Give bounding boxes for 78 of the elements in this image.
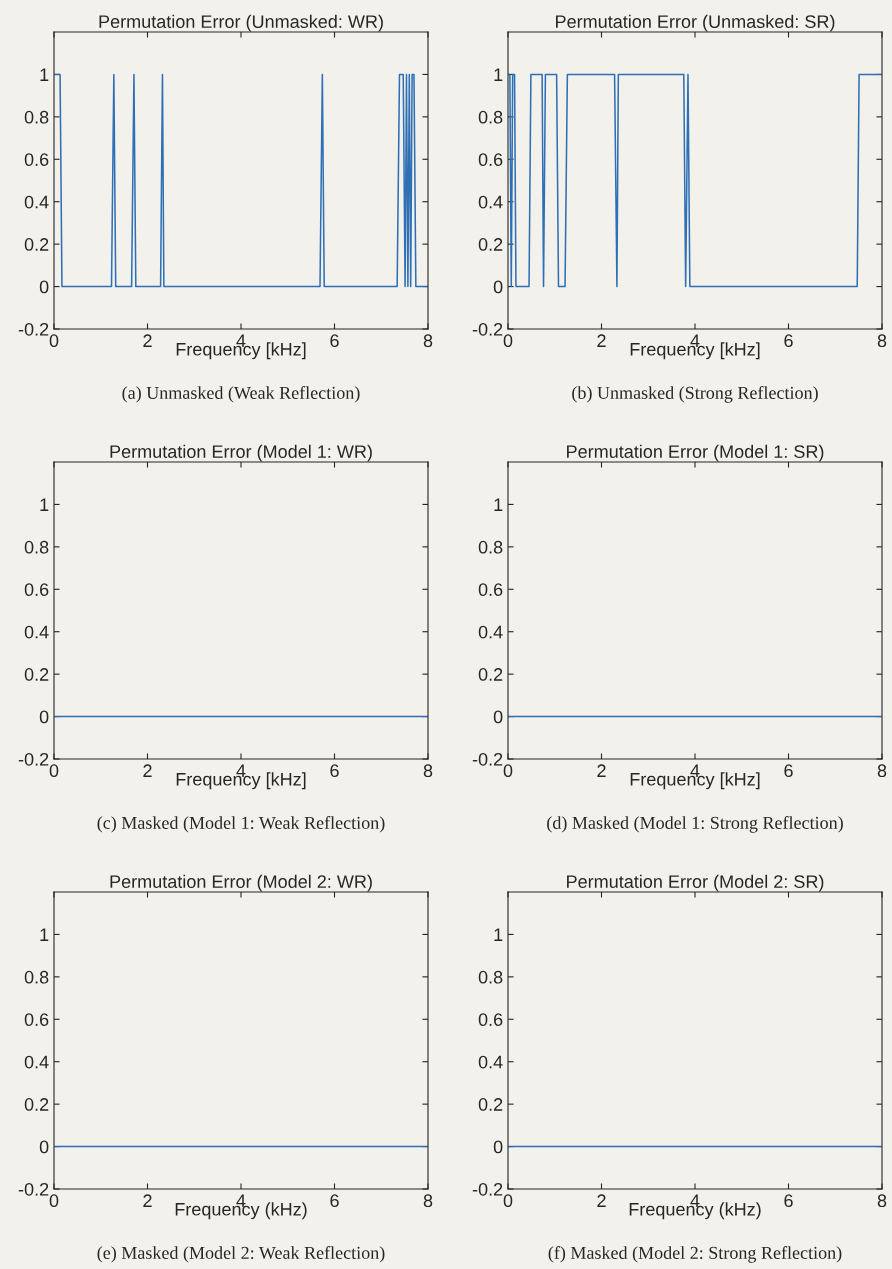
y-tick-label: 1 bbox=[494, 498, 503, 511]
y-tick-label: 0.2 bbox=[24, 238, 49, 251]
y-tick-label: -0.2 bbox=[18, 1182, 49, 1196]
y-tick-label: 0.2 bbox=[24, 1098, 49, 1111]
chart-title: Permutation Error (Unmasked: WR) bbox=[99, 14, 383, 32]
y-tick-label: 0 bbox=[39, 710, 49, 724]
y-tick-label: 0 bbox=[493, 710, 503, 724]
x-tick-label: 2 bbox=[597, 764, 606, 777]
y-tick-label: 0.2 bbox=[478, 1098, 503, 1111]
y-tick-label: -0.2 bbox=[472, 752, 503, 766]
x-tick-label: 2 bbox=[597, 1194, 606, 1207]
x-tick-label: 0 bbox=[49, 1194, 59, 1208]
y-tick-label: -0.2 bbox=[472, 322, 503, 336]
y-tick-label: 0.2 bbox=[478, 668, 503, 681]
x-tick-label: 6 bbox=[784, 764, 793, 778]
y-tick-label: 1 bbox=[40, 68, 49, 81]
y-tick-label: 0.8 bbox=[478, 970, 503, 984]
x-tick-label: 0 bbox=[503, 334, 513, 348]
y-tick-label: 0.6 bbox=[478, 153, 503, 167]
y-tick-label: 0.4 bbox=[24, 625, 49, 639]
y-tick-label: 0.4 bbox=[478, 1055, 503, 1069]
y-tick-label: 1 bbox=[40, 498, 49, 511]
x-tick-label: 8 bbox=[877, 764, 887, 778]
x-tick-label: 0 bbox=[503, 1194, 513, 1208]
x-tick-label: 8 bbox=[423, 334, 433, 348]
text: (d) Masked (Model 1: Strong Reflection) bbox=[547, 816, 843, 833]
y-tick-label: 0.2 bbox=[478, 238, 503, 251]
x-tick-label: 0 bbox=[49, 764, 59, 778]
x-tick-label: 8 bbox=[423, 764, 433, 778]
y-tick-label: 0.8 bbox=[24, 540, 49, 554]
y-tick-label: -0.2 bbox=[472, 1182, 503, 1196]
x-tick-label: 2 bbox=[143, 334, 152, 347]
y-tick-label: 0.8 bbox=[478, 540, 503, 554]
x-tick-label: 0 bbox=[49, 334, 59, 348]
x-tick-label: 6 bbox=[330, 764, 339, 778]
y-tick-label: 0.6 bbox=[24, 583, 49, 597]
y-tick-label: 0.6 bbox=[478, 583, 503, 597]
x-tick-label: 2 bbox=[143, 1194, 152, 1207]
y-tick-label: 1 bbox=[494, 68, 503, 81]
text: (a) Unmasked (Weak Reflection) bbox=[122, 386, 360, 403]
y-tick-label: 0.6 bbox=[478, 1013, 503, 1027]
chart-title: Permutation Error (Model 1: WR) bbox=[110, 444, 372, 462]
y-tick-label: 0.8 bbox=[24, 110, 49, 124]
x-tick-label: 6 bbox=[330, 1194, 339, 1208]
y-tick-label: 1 bbox=[494, 928, 503, 941]
x-tick-label: 0 bbox=[503, 764, 513, 778]
chart-title: Permutation Error (Model 2: WR) bbox=[110, 874, 372, 892]
text: (e) Masked (Model 2: Weak Reflection) bbox=[97, 1246, 385, 1263]
y-tick-label: 0.4 bbox=[478, 195, 503, 209]
text: (c) Masked (Model 1: Weak Reflection) bbox=[97, 816, 385, 833]
y-tick-label: 0 bbox=[39, 280, 49, 294]
chart-title: Permutation Error (Model 1: SR) bbox=[567, 444, 824, 462]
x-tick-label: 2 bbox=[597, 334, 606, 347]
x-tick-label: 8 bbox=[423, 1194, 433, 1208]
x-tick-label: 6 bbox=[330, 334, 339, 348]
x-tick-label: 6 bbox=[784, 334, 793, 348]
y-tick-label: 0 bbox=[493, 280, 503, 294]
y-tick-label: 0.6 bbox=[24, 1013, 49, 1027]
x-tick-label: 8 bbox=[877, 1194, 887, 1208]
y-tick-label: 0.4 bbox=[24, 195, 49, 209]
y-tick-label: -0.2 bbox=[18, 752, 49, 766]
y-tick-label: 0.8 bbox=[24, 970, 49, 984]
chart-title: Permutation Error (Unmasked: SR) bbox=[556, 14, 835, 32]
y-tick-label: 1 bbox=[40, 928, 49, 941]
y-tick-label: 0 bbox=[493, 1140, 503, 1154]
y-tick-label: 0.8 bbox=[478, 110, 503, 124]
chart-title: Permutation Error (Model 2: SR) bbox=[567, 874, 824, 892]
y-tick-label: 0.4 bbox=[24, 1055, 49, 1069]
y-tick-label: 0 bbox=[39, 1140, 49, 1154]
text: (b) Unmasked (Strong Reflection) bbox=[572, 386, 818, 403]
x-tick-label: 8 bbox=[877, 334, 887, 348]
y-tick-label: 0.4 bbox=[478, 625, 503, 639]
x-tick-label: 2 bbox=[143, 764, 152, 777]
text: (f) Masked (Model 2: Strong Reflection) bbox=[548, 1246, 842, 1263]
y-tick-label: 0.2 bbox=[24, 668, 49, 681]
y-tick-label: -0.2 bbox=[18, 322, 49, 336]
y-tick-label: 0.6 bbox=[24, 153, 49, 167]
x-tick-label: 6 bbox=[784, 1194, 793, 1208]
